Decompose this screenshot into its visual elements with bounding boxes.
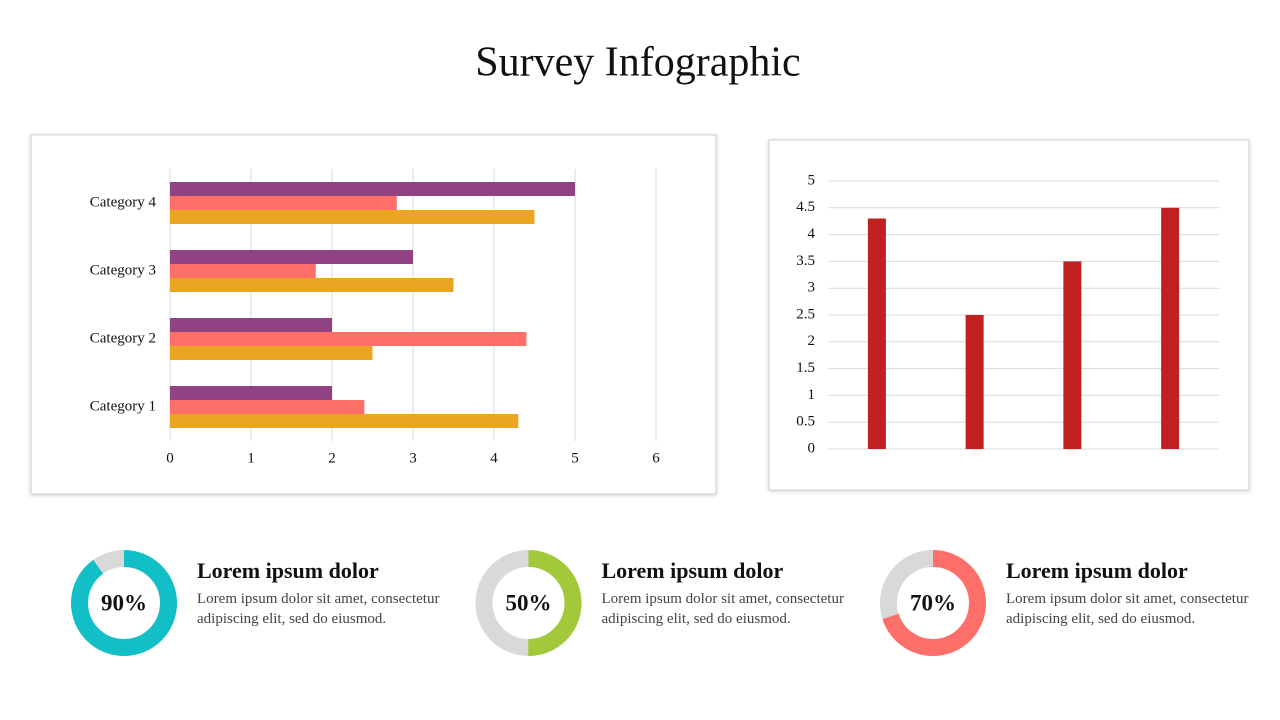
text-block: Lorem ipsum dolor Lorem ipsum dolor sit a… <box>602 558 852 629</box>
y-tick-label: 5 <box>808 172 816 188</box>
y-tick-label: Category 3 <box>90 262 156 278</box>
y-tick-label: 0.5 <box>796 414 815 430</box>
bar <box>867 218 886 449</box>
bar <box>170 318 332 332</box>
slide-title: Survey Infographic <box>475 40 800 86</box>
x-tick-label: 6 <box>652 450 660 466</box>
bar <box>170 196 397 210</box>
bar <box>1161 207 1180 449</box>
x-tick-label: 2 <box>328 450 336 466</box>
donut-label: 70% <box>910 590 956 615</box>
bar <box>170 210 535 224</box>
bar <box>170 264 316 278</box>
body-text: Lorem ipsum dolor sit amet, consectetur … <box>197 591 440 627</box>
y-tick-label: 0 <box>808 440 816 456</box>
x-tick-label: 4 <box>490 450 498 466</box>
donut-label: 50% <box>506 590 552 615</box>
y-tick-label: 1.5 <box>796 360 815 376</box>
y-tick-label: 3.5 <box>796 253 815 269</box>
bar <box>170 346 373 360</box>
bar <box>965 315 984 449</box>
y-tick-label: 4 <box>808 226 816 242</box>
bar <box>1063 261 1082 449</box>
bar <box>170 250 413 264</box>
y-tick-label: Category 2 <box>90 330 156 346</box>
heading: Lorem ipsum dolor <box>601 558 784 583</box>
donut-arc <box>475 550 582 656</box>
body-text: Lorem ipsum dolor sit amet, consectetur … <box>1006 591 1249 627</box>
y-tick-label: 1 <box>808 387 816 403</box>
x-tick-label: 3 <box>409 450 417 466</box>
donut-label: 90% <box>101 590 147 615</box>
bar <box>170 414 519 428</box>
text-block: Lorem ipsum dolor Lorem ipsum dolor sit a… <box>1006 558 1256 629</box>
x-tick-label: 1 <box>247 450 255 466</box>
y-tick-label: 4.5 <box>796 199 815 215</box>
y-tick-label: Category 1 <box>90 398 156 414</box>
y-tick-label: 2 <box>808 333 816 349</box>
bar <box>170 386 332 400</box>
y-tick-label: Category 4 <box>90 194 157 210</box>
text-block: Lorem ipsum dolor Lorem ipsum dolor sit a… <box>197 558 447 629</box>
bar <box>170 182 575 196</box>
bar <box>170 400 365 414</box>
body-text: Lorem ipsum dolor sit amet, consectetur … <box>601 591 844 627</box>
heading: Lorem ipsum dolor <box>197 558 379 583</box>
bar <box>170 332 527 346</box>
x-tick-label: 5 <box>571 450 579 466</box>
donut-arc <box>71 550 177 656</box>
y-tick-label: 2.5 <box>796 306 815 322</box>
donut-arc <box>880 550 986 656</box>
y-tick-label: 3 <box>808 280 816 296</box>
x-tick-label: 0 <box>166 450 174 466</box>
heading: Lorem ipsum dolor <box>1006 558 1188 583</box>
bar <box>170 278 454 292</box>
